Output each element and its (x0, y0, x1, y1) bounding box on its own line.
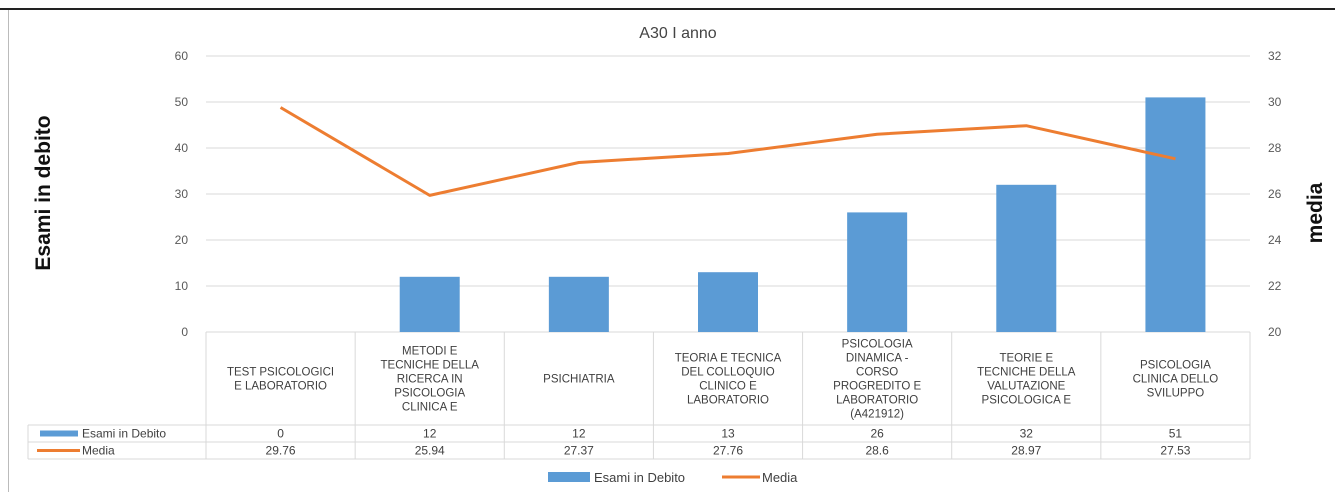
table-cell: 26 (870, 427, 884, 441)
y-tick-label: 60 (175, 49, 189, 63)
x-tick-label: PSICOLOGIA DINAMICA -CORSO PROGREDITO E LAB… (833, 339, 921, 421)
legend-label: Media (762, 470, 798, 485)
table-cell: 27.76 (713, 444, 743, 458)
bar (847, 212, 908, 332)
y-tick-label: 30 (175, 187, 189, 201)
x-tick-label: TEST PSICOLOGICI E LABORATORIO (227, 367, 334, 393)
y-axis-label: Esami in debito (32, 115, 55, 270)
chart-title: A30 I anno (639, 25, 717, 42)
bar (548, 276, 609, 332)
bar (399, 276, 460, 332)
x-tick-label: TEORIA E TECNICA DEL COLLOQUIO CLINICO E LA… (675, 353, 782, 407)
y2-tick-label: 28 (1268, 141, 1282, 155)
y2-tick-label: 22 (1268, 279, 1282, 293)
table-cell: 12 (423, 427, 437, 441)
bar (996, 184, 1057, 332)
table-series-label: Media (82, 444, 115, 458)
legend-label: Esami in Debito (594, 470, 685, 485)
y-tick-label: 0 (181, 325, 188, 339)
table-cell: 0 (277, 427, 284, 441)
y2-axis-label: media (1304, 182, 1327, 243)
table-cell: 27.53 (1160, 444, 1190, 458)
table-key-bar (40, 430, 78, 437)
y2-tick-label: 26 (1268, 187, 1282, 201)
y2-tick-label: 24 (1268, 233, 1282, 247)
y-tick-label: 20 (175, 233, 189, 247)
y2-tick-label: 32 (1268, 49, 1282, 63)
x-tick-label: PSICOLOGIA CLINICA DELLO SVILUPPO (1133, 360, 1219, 400)
table-cell: 12 (572, 427, 586, 441)
y-tick-label: 50 (175, 95, 189, 109)
bar (698, 272, 758, 332)
table-cell: 32 (1020, 427, 1034, 441)
bar (1145, 97, 1206, 333)
table-cell: 13 (721, 427, 735, 441)
table-series-label: Esami in Debito (82, 427, 166, 441)
legend-key-bar (548, 472, 590, 482)
x-tick-label: METODI E TECNICHE DELLA RICERCA IN PSICOLOG… (381, 346, 480, 414)
table-cell: 25.94 (415, 444, 445, 458)
y-tick-label: 40 (175, 141, 189, 155)
table-cell: 28.6 (865, 444, 889, 458)
table-cell: 51 (1169, 427, 1183, 441)
table-cell: 29.76 (266, 444, 296, 458)
x-tick-label: TEORIE E TECNICHE DELLA VALUTAZIONE PSICOLO… (977, 353, 1076, 407)
y2-tick-label: 20 (1268, 325, 1282, 339)
y2-tick-label: 30 (1268, 95, 1282, 109)
top-border (0, 8, 1335, 10)
x-tick-label: PSICHIATRIA (543, 374, 615, 386)
table-cell: 28.97 (1011, 444, 1041, 458)
y-tick-label: 10 (175, 279, 189, 293)
media-line (279, 106, 1176, 197)
table-cell: 27.37 (564, 444, 594, 458)
